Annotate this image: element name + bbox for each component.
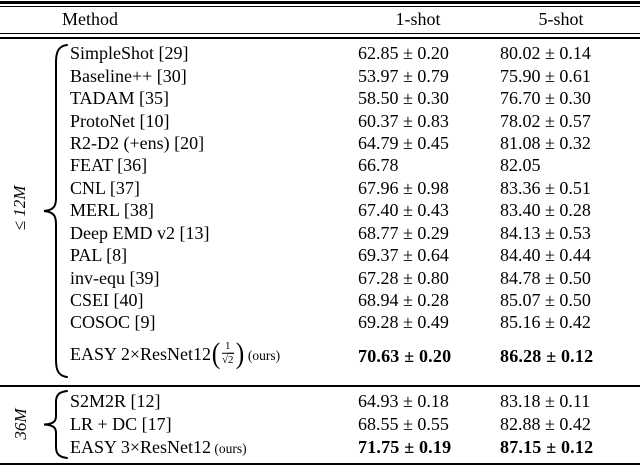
one-shot-value: 53.97 ± 0.79: [358, 65, 449, 86]
method-cell: EASY 3×ResNet12 (ours): [70, 436, 247, 457]
table-row: SimpleShot [29] 62.85 ± 0.20 80.02 ± 0.14: [0, 42, 640, 64]
five-shot-value: 85.07 ± 0.50: [500, 290, 591, 311]
method-cell: COSOC [9]: [70, 312, 156, 333]
one-shot-value: 69.37 ± 0.64: [358, 245, 449, 266]
table-row: ProtoNet [10] 60.37 ± 0.83 78.02 ± 0.57: [0, 109, 640, 131]
fraction-denominator: √2: [221, 353, 234, 367]
top-rule-thin: [0, 5, 640, 7]
one-shot-value: 67.40 ± 0.43: [358, 200, 449, 221]
method-cell: inv-equ [39]: [70, 267, 160, 288]
one-shot-value: 58.50 ± 0.30: [358, 88, 449, 109]
table-row: S2M2R [12] 64.93 ± 0.18 83.18 ± 0.11: [0, 389, 640, 412]
table-row: R2-D2 (+ens) [20] 64.79 ± 0.45 81.08 ± 0.3…: [0, 132, 640, 154]
five-shot-value: 81.08 ± 0.32: [500, 132, 591, 153]
section-36m-params: 36M S2M2R [12] 64.93 ± 0.18 83.18 ± 0.11 LR…: [0, 389, 640, 460]
table-header-row: Method 1-shot 5-shot: [0, 8, 640, 30]
one-shot-value: 68.77 ± 0.29: [358, 222, 449, 243]
method-cell: CSEI [40]: [70, 290, 144, 311]
one-shot-value: 66.78: [358, 155, 399, 176]
fraction: 1 √2: [221, 339, 234, 367]
five-shot-value: 85.16 ± 0.42: [500, 312, 591, 333]
one-shot-value: 60.37 ± 0.83: [358, 110, 449, 131]
five-shot-value: 76.70 ± 0.30: [500, 88, 591, 109]
method-cell: CNL [37]: [70, 177, 140, 198]
one-shot-value: 68.94 ± 0.28: [358, 290, 449, 311]
section-under-12m-params: ≤ 12M SimpleShot [29] 62.85 ± 0.20 80.02 ±…: [0, 42, 640, 378]
column-header-method: Method: [62, 9, 118, 29]
one-shot-value: 67.96 ± 0.98: [358, 177, 449, 198]
ours-label: (ours): [210, 440, 247, 456]
section-rows: SimpleShot [29] 62.85 ± 0.20 80.02 ± 0.14 B…: [0, 42, 640, 378]
table-row: inv-equ [39] 67.28 ± 0.80 84.78 ± 0.50: [0, 266, 640, 288]
section-divider-rule: [0, 385, 640, 388]
one-shot-value: 70.63 ± 0.20: [358, 345, 452, 366]
table-row: EASY 3×ResNet12 (ours) 71.75 ± 0.19 87.15 …: [0, 435, 640, 458]
method-cell: LR + DC [17]: [70, 413, 172, 434]
table-row: CNL [37] 67.96 ± 0.98 83.36 ± 0.51: [0, 177, 640, 199]
five-shot-value: 87.15 ± 0.12: [500, 436, 594, 457]
one-shot-value: 68.55 ± 0.55: [358, 413, 449, 434]
table-row: EASY 2×ResNet12(1 √2) (ours) 70.63 ± 0.20 8…: [0, 334, 640, 378]
top-rule-thick: [0, 1, 640, 4]
table-row: CSEI [40] 68.94 ± 0.28 85.07 ± 0.50: [0, 289, 640, 311]
one-shot-value: 64.79 ± 0.45: [358, 132, 449, 153]
five-shot-value: 84.13 ± 0.53: [500, 222, 591, 243]
method-cell: FEAT [36]: [70, 155, 148, 176]
fraction-numerator: 1: [221, 339, 234, 354]
five-shot-value: 83.18 ± 0.11: [500, 390, 591, 411]
one-shot-value: 69.28 ± 0.49: [358, 312, 449, 333]
table-row: FEAT [36] 66.78 82.05: [0, 154, 640, 176]
one-shot-value: 64.93 ± 0.18: [358, 390, 449, 411]
table-row: Deep EMD v2 [13] 68.77 ± 0.29 84.13 ± 0.53: [0, 222, 640, 244]
one-shot-value: 62.85 ± 0.20: [358, 43, 449, 64]
one-shot-value: 67.28 ± 0.80: [358, 267, 449, 288]
method-cell: S2M2R [12]: [70, 390, 161, 411]
five-shot-value: 75.90 ± 0.61: [500, 65, 591, 86]
ours-label: (ours): [244, 347, 281, 363]
five-shot-value: 82.88 ± 0.42: [500, 413, 591, 434]
five-shot-value: 84.78 ± 0.50: [500, 267, 591, 288]
one-shot-value: 71.75 ± 0.19: [358, 436, 452, 457]
header-rule-thick: [0, 36, 640, 39]
method-cell: TADAM [35]: [70, 88, 170, 109]
section-rows: S2M2R [12] 64.93 ± 0.18 83.18 ± 0.11 LR + D…: [0, 389, 640, 458]
bottom-rule: [0, 462, 640, 466]
table-row: MERL [38] 67.40 ± 0.43 83.40 ± 0.28: [0, 199, 640, 221]
five-shot-value: 83.36 ± 0.51: [500, 177, 591, 198]
column-header-5shot: 5-shot: [538, 9, 584, 29]
method-cell: PAL [8]: [70, 245, 128, 266]
method-cell: SimpleShot [29]: [70, 43, 189, 64]
method-cell: R2-D2 (+ens) [20]: [70, 132, 205, 153]
table-row: Baseline++ [30] 53.97 ± 0.79 75.90 ± 0.61: [0, 64, 640, 86]
method-cell: ProtoNet [10]: [70, 110, 170, 131]
method-cell: Deep EMD v2 [13]: [70, 222, 210, 243]
five-shot-value: 86.28 ± 0.12: [500, 345, 594, 366]
five-shot-value: 78.02 ± 0.57: [500, 110, 591, 131]
table-row: LR + DC [17] 68.55 ± 0.55 82.88 ± 0.42: [0, 412, 640, 435]
table-row: PAL [8] 69.37 ± 0.64 84.40 ± 0.44: [0, 244, 640, 266]
five-shot-value: 80.02 ± 0.14: [500, 43, 591, 64]
group-brace-icon: [43, 390, 68, 459]
five-shot-value: 82.05: [500, 155, 541, 176]
five-shot-value: 83.40 ± 0.28: [500, 200, 591, 221]
group-brace-icon: [43, 44, 68, 378]
table-row: COSOC [9] 69.28 ± 0.49 85.16 ± 0.42: [0, 311, 640, 333]
table-row: TADAM [35] 58.50 ± 0.30 76.70 ± 0.30: [0, 87, 640, 109]
method-cell: MERL [38]: [70, 200, 154, 221]
header-rule-thin: [0, 33, 640, 35]
method-cell: EASY 2×ResNet12(1 √2) (ours): [70, 336, 281, 370]
five-shot-value: 84.40 ± 0.44: [500, 245, 591, 266]
method-cell: Baseline++ [30]: [70, 65, 187, 86]
column-header-1shot: 1-shot: [395, 9, 441, 29]
